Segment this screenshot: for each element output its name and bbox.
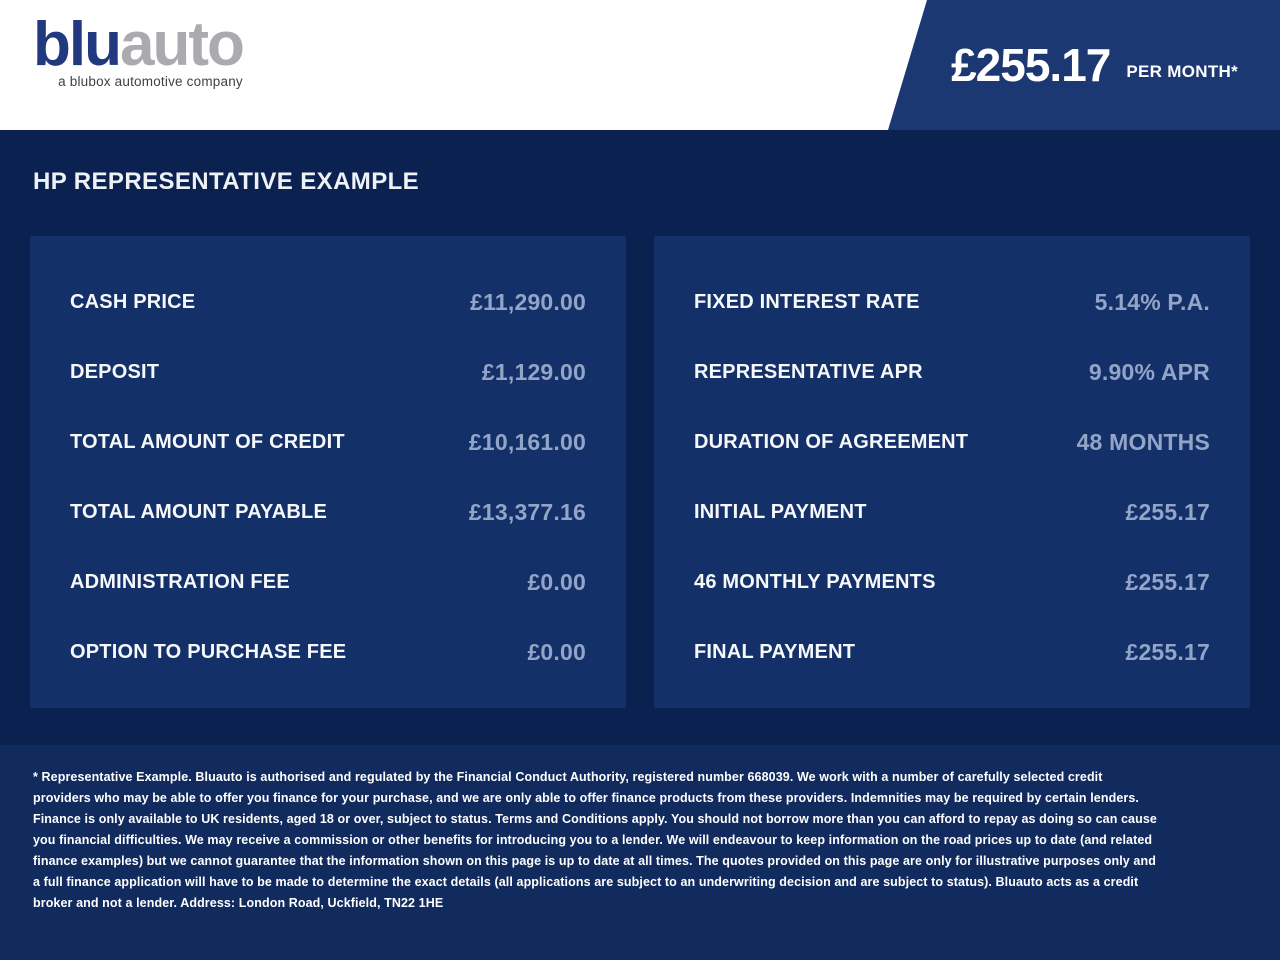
row-monthly-payments: 46 MONTHLY PAYMENTS £255.17 (694, 547, 1210, 617)
row-option-to-purchase-fee: OPTION TO PURCHASE FEE £0.00 (70, 617, 586, 687)
row-label: DURATION OF AGREEMENT (694, 430, 969, 453)
row-value: 5.14% P.A. (1094, 288, 1210, 315)
monthly-price-amount: £255.17 (951, 39, 1111, 91)
row-label: OPTION TO PURCHASE FEE (70, 640, 347, 663)
row-duration-of-agreement: DURATION OF AGREEMENT 48 MONTHS (694, 407, 1210, 477)
row-label: INITIAL PAYMENT (694, 500, 867, 523)
row-value: £13,377.16 (468, 498, 586, 525)
brand-logo: bluauto a blubox automotive company (33, 10, 245, 90)
row-label: FIXED INTEREST RATE (694, 290, 920, 313)
row-value: £10,161.00 (468, 428, 586, 455)
row-label: REPRESENTATIVE APR (694, 360, 923, 383)
row-value: 48 MONTHS (1076, 428, 1210, 455)
row-cash-price: CASH PRICE £11,290.00 (70, 267, 586, 337)
row-label: 46 MONTHLY PAYMENTS (694, 570, 936, 593)
finance-panels: CASH PRICE £11,290.00 DEPOSIT £1,129.00 … (30, 236, 1250, 708)
row-label: CASH PRICE (70, 290, 196, 313)
disclaimer-footer: * Representative Example. Bluauto is aut… (0, 745, 1280, 960)
brand-tagline: a blubox automotive company (58, 74, 243, 90)
row-label: FINAL PAYMENT (694, 640, 856, 663)
row-value: £255.17 (1125, 498, 1210, 525)
header: bluauto a blubox automotive company £255… (0, 0, 1280, 130)
row-total-amount-payable: TOTAL AMOUNT PAYABLE £13,377.16 (70, 477, 586, 547)
row-label: ADMINISTRATION FEE (70, 570, 290, 593)
row-value: £11,290.00 (470, 288, 586, 315)
row-value: £255.17 (1125, 568, 1210, 595)
main-section: HP REPRESENTATIVE EXAMPLE CASH PRICE £11… (0, 130, 1280, 745)
row-total-amount-of-credit: TOTAL AMOUNT OF CREDIT £10,161.00 (70, 407, 586, 477)
row-representative-apr: REPRESENTATIVE APR 9.90% APR (694, 337, 1210, 407)
row-initial-payment: INITIAL PAYMENT £255.17 (694, 477, 1210, 547)
row-label: TOTAL AMOUNT PAYABLE (70, 500, 327, 523)
finance-breakdown-panel: CASH PRICE £11,290.00 DEPOSIT £1,129.00 … (30, 236, 626, 708)
row-administration-fee: ADMINISTRATION FEE £0.00 (70, 547, 586, 617)
row-label: TOTAL AMOUNT OF CREDIT (70, 430, 345, 453)
disclaimer-text: * Representative Example. Bluauto is aut… (33, 770, 1157, 910)
row-final-payment: FINAL PAYMENT £255.17 (694, 617, 1210, 687)
row-value: £255.17 (1125, 638, 1210, 665)
row-value: £0.00 (527, 568, 586, 595)
row-value: £0.00 (527, 638, 586, 665)
page-title: HP REPRESENTATIVE EXAMPLE (33, 168, 420, 195)
monthly-price-per-label: PER MONTH* (1126, 62, 1238, 81)
brand-logo-blu: blu (33, 10, 122, 79)
row-value: £1,129.00 (481, 358, 586, 385)
payment-terms-panel: FIXED INTEREST RATE 5.14% P.A. REPRESENT… (654, 236, 1250, 708)
row-fixed-interest-rate: FIXED INTEREST RATE 5.14% P.A. (694, 267, 1210, 337)
monthly-price-flag: £255.17 PER MONTH* (888, 0, 1280, 130)
row-value: 9.90% APR (1088, 358, 1210, 385)
row-deposit: DEPOSIT £1,129.00 (70, 337, 586, 407)
brand-logo-wordmark: bluauto (33, 10, 245, 79)
brand-logo-auto: auto (119, 10, 245, 79)
row-label: DEPOSIT (70, 360, 160, 383)
